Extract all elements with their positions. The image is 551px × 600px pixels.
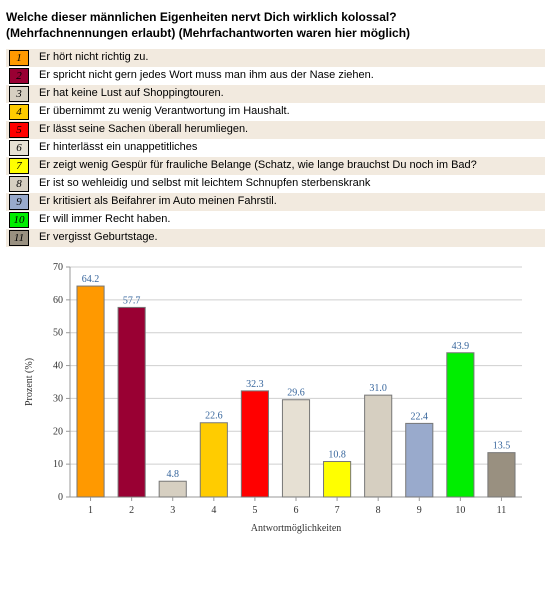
svg-text:20: 20 bbox=[53, 426, 63, 437]
svg-text:50: 50 bbox=[53, 328, 63, 339]
title-line-1: Welche dieser männlichen Eigenheiten ner… bbox=[6, 10, 397, 24]
svg-text:10: 10 bbox=[455, 505, 465, 516]
legend-row: 4 Er übernimmt zu wenig Verantwortung im … bbox=[6, 103, 545, 121]
svg-text:Prozent (%): Prozent (%) bbox=[24, 358, 35, 406]
legend-label: Er lässt seine Sachen überall herumliege… bbox=[36, 121, 545, 139]
svg-text:4.8: 4.8 bbox=[166, 469, 179, 480]
legend-label: Er hinterlässt ein unappetitliches bbox=[36, 139, 545, 157]
legend-swatch: 9 bbox=[9, 194, 29, 210]
title-line-2: (Mehrfachnennungen erlaubt) (Mehrfachant… bbox=[6, 26, 410, 40]
svg-text:60: 60 bbox=[53, 295, 63, 306]
svg-text:30: 30 bbox=[53, 394, 63, 405]
legend-label: Er zeigt wenig Gespür für frauliche Bela… bbox=[36, 157, 545, 175]
svg-text:9: 9 bbox=[416, 505, 421, 516]
legend-label: Er ist so wehleidig und selbst mit leich… bbox=[36, 175, 545, 193]
svg-text:70: 70 bbox=[53, 262, 63, 273]
poll-title: Welche dieser männlichen Eigenheiten ner… bbox=[6, 10, 545, 41]
svg-text:6: 6 bbox=[293, 505, 298, 516]
svg-text:10.8: 10.8 bbox=[328, 450, 346, 461]
svg-text:10: 10 bbox=[53, 459, 63, 470]
legend-row: 5 Er lässt seine Sachen überall herumlieg… bbox=[6, 121, 545, 139]
svg-text:31.0: 31.0 bbox=[369, 383, 387, 394]
legend-swatch: 1 bbox=[9, 50, 29, 66]
legend-swatch: 4 bbox=[9, 104, 29, 120]
legend-swatch: 3 bbox=[9, 86, 29, 102]
legend-row: 7 Er zeigt wenig Gespür für frauliche Bel… bbox=[6, 157, 545, 175]
legend-row: 11 Er vergisst Geburtstage. bbox=[6, 229, 545, 247]
svg-text:64.2: 64.2 bbox=[81, 274, 99, 285]
svg-text:22.4: 22.4 bbox=[410, 412, 428, 423]
legend-label: Er will immer Recht haben. bbox=[36, 211, 545, 229]
svg-text:13.5: 13.5 bbox=[492, 441, 510, 452]
svg-text:4: 4 bbox=[211, 505, 216, 516]
svg-text:8: 8 bbox=[375, 505, 380, 516]
legend-swatch: 10 bbox=[9, 212, 29, 228]
legend-swatch: 11 bbox=[9, 230, 29, 246]
legend-table: 1 Er hört nicht richtig zu. 2 Er spricht ni… bbox=[6, 49, 545, 247]
legend-swatch: 8 bbox=[9, 176, 29, 192]
legend-swatch: 6 bbox=[9, 140, 29, 156]
legend-row: 1 Er hört nicht richtig zu. bbox=[6, 49, 545, 67]
legend-swatch: 2 bbox=[9, 68, 29, 84]
legend-row: 6 Er hinterlässt ein unappetitliches bbox=[6, 139, 545, 157]
svg-text:32.3: 32.3 bbox=[246, 379, 264, 390]
svg-text:57.7: 57.7 bbox=[122, 296, 140, 307]
legend-swatch: 5 bbox=[9, 122, 29, 138]
svg-text:43.9: 43.9 bbox=[451, 341, 469, 352]
legend-label: Er hat keine Lust auf Shoppingtouren. bbox=[36, 85, 545, 103]
legend-row: 2 Er spricht nicht gern jedes Wort muss m… bbox=[6, 67, 545, 85]
legend-label: Er hört nicht richtig zu. bbox=[36, 49, 545, 67]
svg-text:11: 11 bbox=[496, 505, 506, 516]
legend-label: Er übernimmt zu wenig Verantwortung im H… bbox=[36, 103, 545, 121]
legend-row: 8 Er ist so wehleidig und selbst mit leic… bbox=[6, 175, 545, 193]
legend-label: Er spricht nicht gern jedes Wort muss ma… bbox=[36, 67, 545, 85]
svg-text:40: 40 bbox=[53, 361, 63, 372]
svg-text:1: 1 bbox=[88, 505, 93, 516]
legend-row: 9 Er kritisiert als Beifahrer im Auto mei… bbox=[6, 193, 545, 211]
svg-text:3: 3 bbox=[170, 505, 175, 516]
svg-text:22.6: 22.6 bbox=[205, 411, 223, 422]
svg-text:2: 2 bbox=[129, 505, 134, 516]
bar-chart: 0 10 20 30 40 50 60 70 64.2 1 57.7 2 4.8 3 22.6 4 32.3 5 2… bbox=[16, 257, 536, 537]
svg-text:5: 5 bbox=[252, 505, 257, 516]
legend-row: 3 Er hat keine Lust auf Shoppingtouren. bbox=[6, 85, 545, 103]
svg-text:Antwortmöglichkeiten: Antwortmöglichkeiten bbox=[250, 523, 341, 534]
legend-label: Er kritisiert als Beifahrer im Auto mein… bbox=[36, 193, 545, 211]
svg-text:0: 0 bbox=[58, 492, 63, 503]
svg-text:7: 7 bbox=[334, 505, 339, 516]
svg-text:29.6: 29.6 bbox=[287, 388, 305, 399]
legend-swatch: 7 bbox=[9, 158, 29, 174]
legend-row: 10 Er will immer Recht haben. bbox=[6, 211, 545, 229]
legend-label: Er vergisst Geburtstage. bbox=[36, 229, 545, 247]
